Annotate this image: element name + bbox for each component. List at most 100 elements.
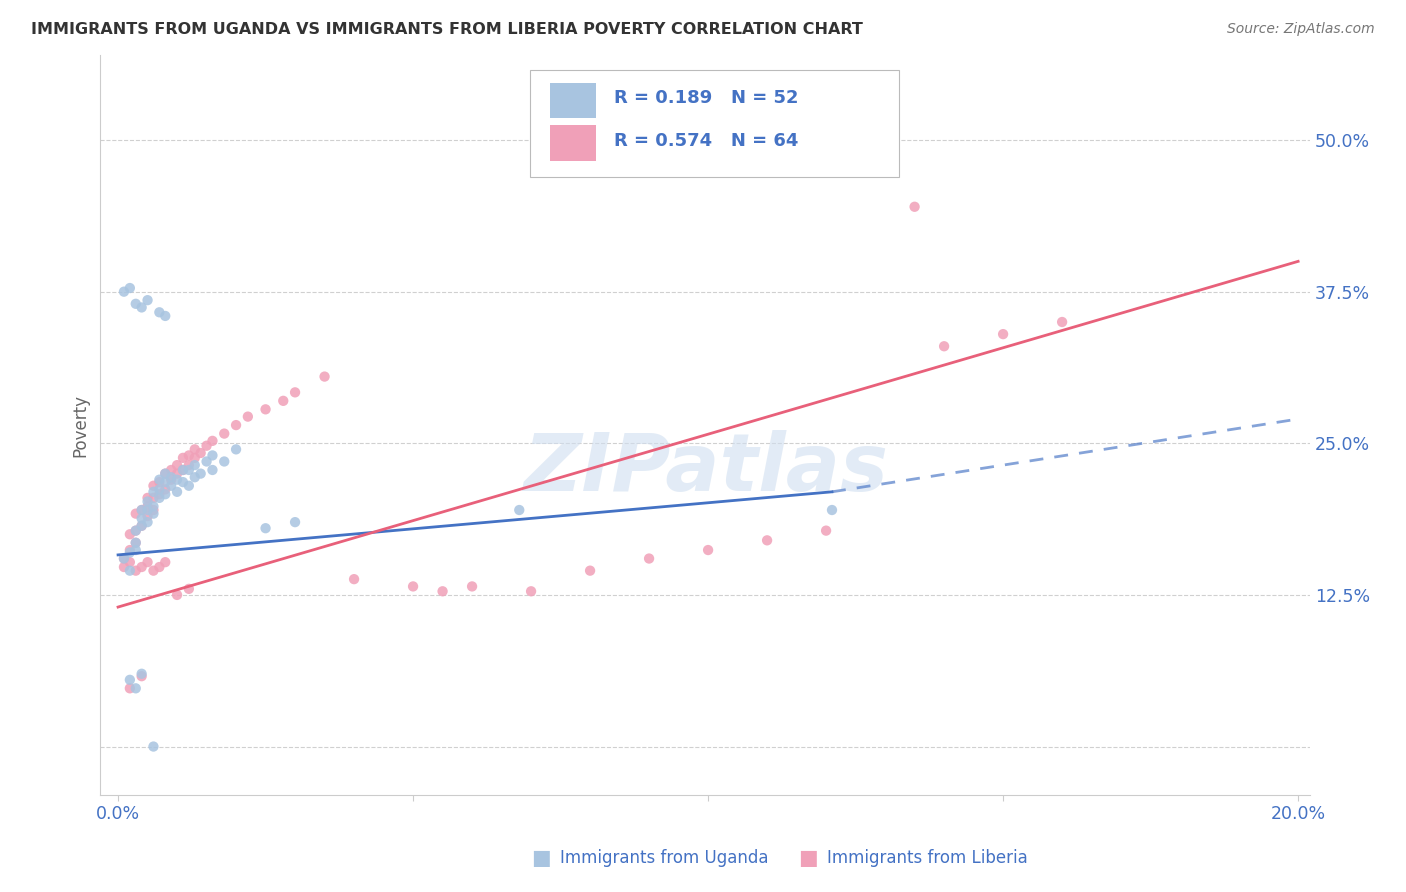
Point <box>131 669 153 683</box>
Point <box>125 681 148 696</box>
Point <box>177 458 200 472</box>
Point <box>284 385 307 400</box>
Point <box>177 582 200 596</box>
Point <box>160 473 183 487</box>
Text: ■: ■ <box>799 848 818 868</box>
Point <box>136 503 159 517</box>
Point <box>177 449 200 463</box>
Point <box>118 555 141 569</box>
Point <box>991 327 1014 342</box>
Point <box>155 467 177 481</box>
Point <box>214 426 236 441</box>
Point <box>118 527 141 541</box>
Point <box>155 555 177 569</box>
Point <box>125 507 148 521</box>
Point <box>125 535 148 549</box>
Point <box>118 545 141 559</box>
Point <box>118 564 141 578</box>
Point <box>125 524 148 538</box>
Point <box>756 533 779 548</box>
Point <box>166 484 188 499</box>
Point <box>432 584 454 599</box>
Point <box>112 551 135 566</box>
Point <box>125 564 148 578</box>
Point <box>815 524 838 538</box>
Point <box>142 507 165 521</box>
Point <box>184 450 207 465</box>
Point <box>184 470 207 484</box>
Point <box>160 479 183 493</box>
Point <box>201 449 224 463</box>
Point <box>142 491 165 505</box>
Point <box>1050 315 1073 329</box>
Point <box>136 555 159 569</box>
Point <box>136 515 159 529</box>
Point <box>136 491 159 505</box>
Point <box>142 484 165 499</box>
Point <box>579 564 602 578</box>
Point <box>903 200 925 214</box>
FancyBboxPatch shape <box>530 70 898 178</box>
Point <box>148 487 170 501</box>
Point <box>190 446 212 460</box>
Point <box>125 297 148 311</box>
Point <box>172 450 194 465</box>
Point <box>155 309 177 323</box>
Point <box>136 293 159 308</box>
Point <box>136 494 159 508</box>
Point <box>136 500 159 514</box>
Point <box>136 509 159 524</box>
Text: Immigrants from Liberia: Immigrants from Liberia <box>827 849 1028 867</box>
Point <box>214 454 236 468</box>
Point <box>236 409 259 424</box>
Point <box>314 369 336 384</box>
Point <box>148 475 170 489</box>
Point <box>166 467 188 481</box>
Text: IMMIGRANTS FROM UGANDA VS IMMIGRANTS FROM LIBERIA POVERTY CORRELATION CHART: IMMIGRANTS FROM UGANDA VS IMMIGRANTS FRO… <box>31 22 863 37</box>
Y-axis label: Poverty: Poverty <box>72 393 89 457</box>
Text: R = 0.189   N = 52: R = 0.189 N = 52 <box>614 89 799 108</box>
Point <box>271 393 294 408</box>
Point <box>131 518 153 533</box>
Point <box>638 551 661 566</box>
Point <box>160 463 183 477</box>
Bar <box>550 126 596 161</box>
Point <box>148 560 170 574</box>
Point <box>195 454 218 468</box>
Point <box>118 681 141 696</box>
Point <box>160 470 183 484</box>
Point <box>172 475 194 489</box>
Point <box>155 483 177 497</box>
Point <box>148 305 170 319</box>
Point <box>172 463 194 477</box>
Point <box>225 442 247 457</box>
Text: Source: ZipAtlas.com: Source: ZipAtlas.com <box>1227 22 1375 37</box>
Point <box>520 584 543 599</box>
Point <box>177 479 200 493</box>
Point <box>148 473 170 487</box>
Point <box>166 473 188 487</box>
Point <box>284 515 307 529</box>
Point <box>112 285 135 299</box>
Point <box>184 442 207 457</box>
Point <box>118 673 141 687</box>
Point <box>254 521 277 535</box>
Point <box>508 503 530 517</box>
Text: Immigrants from Uganda: Immigrants from Uganda <box>560 849 768 867</box>
Point <box>184 458 207 472</box>
Point <box>142 564 165 578</box>
Point <box>131 518 153 533</box>
Point <box>131 301 153 315</box>
Point <box>155 475 177 489</box>
Point <box>131 511 153 525</box>
Point <box>932 339 955 353</box>
Point <box>142 739 165 754</box>
Point <box>461 579 484 593</box>
Point <box>254 402 277 417</box>
Point <box>402 579 425 593</box>
Point <box>131 560 153 574</box>
Point <box>201 463 224 477</box>
Point <box>112 551 135 566</box>
Bar <box>550 83 596 118</box>
Point <box>118 543 141 558</box>
